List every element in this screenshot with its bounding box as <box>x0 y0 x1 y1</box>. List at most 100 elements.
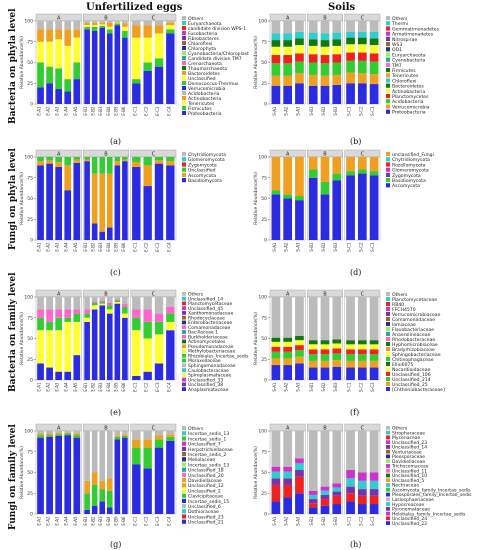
legend-swatch <box>386 502 390 506</box>
bar-segment <box>346 340 355 345</box>
bar-segment <box>143 25 152 38</box>
y-tick-label: 25 <box>27 217 33 223</box>
x-tick-label: S-B3 <box>333 242 338 252</box>
legend-swatch <box>182 101 186 105</box>
bar-segment <box>46 41 53 67</box>
bar-segment <box>295 61 304 74</box>
legend-swatch <box>386 367 390 371</box>
y-tick-label: 25 <box>261 217 267 223</box>
bar-segment <box>91 431 98 473</box>
legend-label: Burkholderiaceae <box>188 334 228 340</box>
bar-segment <box>122 37 128 104</box>
bar-segment <box>295 336 304 341</box>
y-tick-label: 25 <box>27 491 33 497</box>
x-tick-label: E-A3 <box>55 242 60 252</box>
x-tick-label: S-C3 <box>370 516 375 526</box>
legend-swatch <box>182 172 186 177</box>
bar-segment <box>332 32 342 40</box>
x-tick-label: E-B2 <box>91 242 96 252</box>
bar-segment <box>99 22 106 25</box>
legend-swatch <box>182 51 186 55</box>
bar-segment <box>132 157 141 162</box>
bar-segment <box>132 83 141 104</box>
bar-segment <box>369 480 379 490</box>
legend-label: Planctomycetaceae <box>188 301 233 307</box>
legend-swatch <box>182 382 186 387</box>
bar-segment <box>84 480 90 494</box>
bar-segment <box>84 157 90 160</box>
legend-label: Unclassified_214 <box>392 377 431 383</box>
x-tick-label: E-A2 <box>46 106 51 116</box>
legend-swatch <box>386 440 390 445</box>
y-tick-label: 0 <box>30 102 33 108</box>
bar-segment <box>271 466 281 472</box>
bar-segment <box>154 58 164 67</box>
legend-swatch <box>386 302 390 306</box>
facet-label: C <box>152 426 156 432</box>
x-tick-label: E-A5 <box>73 382 78 392</box>
y-axis-label: Relative Abundance(%) <box>19 172 25 225</box>
bar-segment <box>122 297 128 304</box>
bar-segment <box>346 501 355 514</box>
legend-label: Basidiomycota <box>188 178 222 184</box>
legend-label: Deinococcus-Thermus <box>188 81 239 87</box>
bar-segment <box>64 321 72 372</box>
bar-segment <box>369 74 379 85</box>
legend-swatch <box>386 47 390 52</box>
bar-segment <box>166 21 175 23</box>
facet-label: C <box>361 426 365 432</box>
legend-label: Rhizobiales_Incertae_sedis <box>188 353 249 359</box>
bar-segment <box>99 24 106 26</box>
bar-segment <box>320 367 330 380</box>
y-tick-label: 50 <box>27 196 33 202</box>
bar-segment <box>295 200 304 240</box>
bar-segment <box>55 29 63 40</box>
bar-segment <box>369 367 379 380</box>
bar-segment <box>132 161 141 167</box>
legend-label: Chytridiomycota <box>188 152 226 158</box>
legend-swatch <box>182 16 186 20</box>
legend-label: Unclassified_7 <box>188 442 221 448</box>
legend-label: Pyronemataceae <box>392 507 430 513</box>
x-tick-label: E-C4 <box>166 516 171 526</box>
bar-segment <box>283 75 293 86</box>
bar-segment <box>283 33 293 41</box>
facet-label: C <box>152 292 156 298</box>
bar-segment <box>166 330 175 380</box>
bar-segment <box>73 37 81 63</box>
legend-swatch <box>386 157 390 162</box>
bar-segment <box>308 340 318 345</box>
bar-segment <box>73 297 81 310</box>
bar-segment <box>357 21 367 32</box>
bar-segment <box>64 371 72 380</box>
bar-segment <box>132 25 141 38</box>
bar-segment <box>64 431 72 433</box>
legend-label: unclassified_Fungi <box>392 152 434 158</box>
bar-segment <box>166 306 175 314</box>
bar-segment <box>114 21 121 22</box>
legend-label: Iamiaceae <box>392 322 416 328</box>
x-tick-label: E-B6 <box>121 382 126 392</box>
bar-segment <box>283 337 293 342</box>
bar-segment <box>295 340 304 346</box>
bar-segment <box>332 180 342 240</box>
bar-segment <box>320 505 330 514</box>
bar-segment <box>37 297 44 310</box>
bar-segment <box>283 46 293 56</box>
legend-swatch <box>386 83 390 88</box>
bar-segment <box>114 23 121 26</box>
legend-swatch <box>182 41 186 45</box>
bar-segment <box>357 344 367 350</box>
bar-segment <box>64 297 72 310</box>
x-tick-label: E-A3 <box>55 516 60 526</box>
bar-segment <box>166 25 175 30</box>
bar-segment <box>308 507 318 514</box>
legend-label: Acidobacteria <box>188 91 220 97</box>
bar-segment <box>295 297 304 337</box>
bar-segment <box>271 46 281 56</box>
bar-segment <box>143 21 152 26</box>
facet-label: C <box>361 152 365 158</box>
bar-segment <box>73 355 81 380</box>
facet-label: A <box>286 152 290 158</box>
legend-swatch <box>182 368 186 372</box>
